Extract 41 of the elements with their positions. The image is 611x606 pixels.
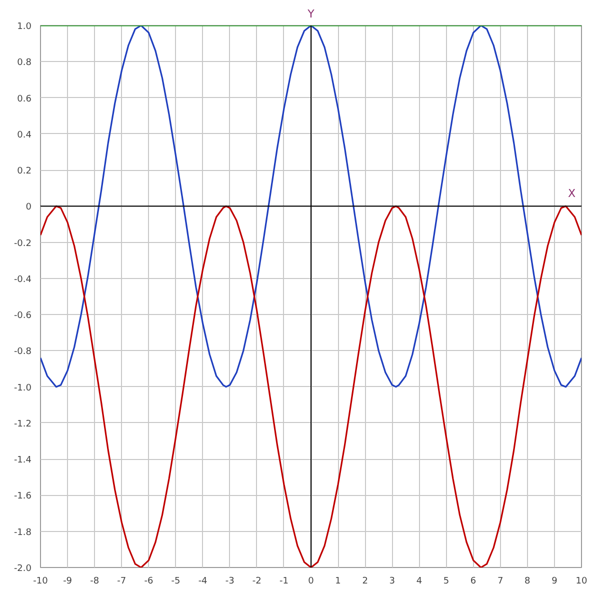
y-tick-label: 1.0 [17, 22, 32, 32]
y-tick-label: 0 [26, 202, 32, 213]
x-tick-label: -3 [225, 576, 234, 586]
x-axis-title: X [568, 187, 576, 200]
x-tick-label: -8 [90, 576, 100, 586]
y-tick-label: 0.8 [17, 58, 32, 68]
y-tick-label: -0.4 [14, 274, 32, 285]
y-tick-label: -0.2 [14, 238, 32, 249]
x-tick-label: -7 [117, 576, 126, 586]
x-tick-label: -1 [279, 576, 288, 586]
y-tick-label: -1.6 [14, 492, 32, 502]
x-tick-label: 3 [389, 576, 396, 586]
y-tick-label: -0.8 [14, 347, 32, 358]
y-tick-label: 0.6 [17, 94, 32, 104]
x-tick-label: 10 [576, 576, 588, 586]
x-tick-label: 7 [497, 576, 504, 586]
x-tick-label: -5 [171, 576, 180, 586]
x-tick-label: 1 [335, 576, 341, 586]
x-tick-label: 9 [552, 576, 558, 586]
line-series [40, 205, 582, 568]
x-tick-label: 0 [308, 576, 314, 586]
line-series [40, 26, 582, 388]
x-tick-label: 5 [443, 576, 450, 586]
x-tick-label: 2 [362, 576, 368, 586]
x-tick-label: 8 [524, 576, 531, 586]
x-tick-label: -10 [33, 576, 48, 586]
y-tick-label: -1.4 [14, 456, 32, 466]
y-tick-label: -2.0 [14, 564, 32, 574]
y-tick-label: 0.2 [17, 166, 32, 177]
x-tick-label: -2 [252, 576, 262, 586]
x-tick-label: -6 [144, 576, 154, 586]
y-tick-label: -1.8 [14, 528, 32, 538]
y-tick-label: 0.4 [17, 130, 32, 140]
y-axis-title: Y [306, 8, 315, 20]
x-tick-label: 6 [470, 576, 476, 586]
y-tick-label: -1.0 [14, 383, 32, 394]
x-tick-label: -9 [63, 576, 72, 586]
y-tick-label: -0.6 [14, 311, 32, 322]
x-tick-label: 4 [416, 576, 422, 586]
y-tick-label: -1.2 [14, 419, 32, 430]
x-tick-label: -4 [198, 576, 208, 586]
